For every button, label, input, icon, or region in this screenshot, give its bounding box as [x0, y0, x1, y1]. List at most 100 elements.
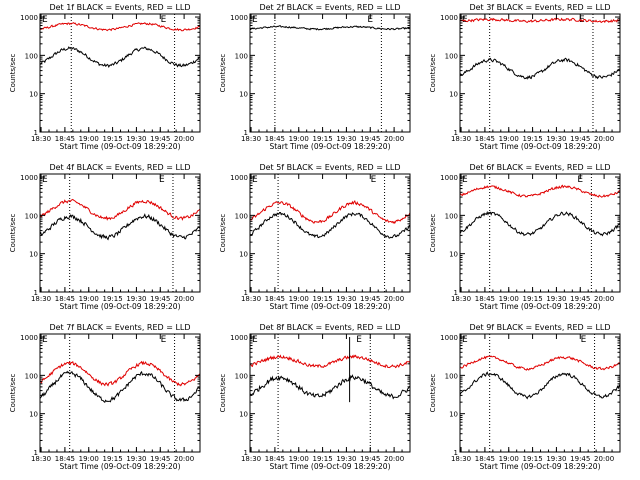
x-tick-label: 19:30 — [336, 295, 356, 303]
y-tick-label: 1 — [34, 289, 38, 297]
x-tick-label: 18:30 — [241, 135, 261, 143]
y-tick-label: 1 — [454, 129, 458, 137]
x-tick-label: 20:00 — [594, 135, 614, 143]
series-line-lld — [460, 184, 620, 198]
plot-frame — [39, 333, 201, 453]
x-tick-label: 18:45 — [265, 295, 285, 303]
y-tick-label: 10 — [29, 411, 38, 419]
panel-title: Det 3f BLACK = Events, RED = LLD — [469, 3, 610, 12]
y-axis-label: Counts/sec — [429, 374, 437, 413]
y-axis-label: Counts/sec — [429, 214, 437, 253]
x-tick-label: 19:15 — [102, 135, 122, 143]
x-tick-label: 19:00 — [289, 135, 309, 143]
y-tick-label: 100 — [445, 212, 458, 220]
y-tick-label: 10 — [239, 411, 248, 419]
y-tick-label: 100 — [235, 372, 248, 380]
x-tick-label: 18:30 — [241, 295, 261, 303]
x-tick-label: 19:00 — [499, 455, 519, 463]
series-line-events — [460, 371, 620, 400]
panel-title: Det 4f BLACK = Events, RED = LLD — [49, 163, 190, 172]
y-axis-label: Counts/sec — [219, 54, 227, 93]
plot-frame — [39, 173, 201, 293]
series-line-lld — [460, 355, 620, 371]
x-tick-label: 19:15 — [522, 135, 542, 143]
marker-e-left: E — [252, 15, 258, 25]
series-line-lld — [40, 198, 200, 221]
y-tick-label: 1 — [454, 449, 458, 457]
x-tick-label: 18:45 — [55, 135, 75, 143]
series-line-events — [460, 210, 620, 237]
x-tick-label: 19:00 — [499, 135, 519, 143]
x-tick-label: 18:30 — [31, 295, 51, 303]
x-tick-label: 18:45 — [265, 455, 285, 463]
x-tick-label: 20:00 — [384, 135, 404, 143]
y-tick-label: 100 — [235, 212, 248, 220]
x-tick-label: 20:00 — [174, 455, 194, 463]
plot-frame — [39, 13, 201, 133]
plot-frame — [459, 13, 621, 133]
y-tick-label: 1000 — [20, 174, 38, 182]
y-tick-label: 1000 — [20, 14, 38, 22]
y-tick-label: 1000 — [440, 334, 458, 342]
y-tick-label: 1 — [244, 289, 248, 297]
y-tick-label: 1000 — [20, 334, 38, 342]
series-line-events — [250, 374, 410, 400]
x-tick-label: 19:15 — [312, 295, 332, 303]
y-tick-label: 100 — [235, 52, 248, 60]
x-axis-label: Start Time (09-Oct-09 18:29:20) — [479, 462, 600, 471]
x-tick-label: 19:30 — [126, 135, 146, 143]
y-tick-label: 100 — [445, 52, 458, 60]
panel-title: Det 1f BLACK = Events, RED = LLD — [49, 3, 190, 12]
marker-e-right: E — [581, 335, 587, 345]
y-tick-label: 1 — [454, 289, 458, 297]
x-tick-label: 19:30 — [546, 455, 566, 463]
y-tick-label: 100 — [25, 372, 38, 380]
marker-e-left: E — [462, 175, 468, 185]
series-line-events — [250, 25, 410, 31]
y-tick-label: 100 — [25, 52, 38, 60]
y-tick-label: 10 — [239, 91, 248, 99]
x-tick-label: 19:45 — [360, 455, 380, 463]
x-tick-label: 19:30 — [126, 295, 146, 303]
x-axis-label: Start Time (09-Oct-09 18:29:20) — [59, 302, 180, 311]
x-axis-label: Start Time (09-Oct-09 18:29:20) — [59, 462, 180, 471]
y-axis-label: Counts/sec — [219, 214, 227, 253]
x-axis-label: Start Time (09-Oct-09 18:29:20) — [479, 142, 600, 151]
series-line-lld — [40, 360, 200, 387]
marker-e-right: E — [356, 335, 362, 345]
marker-e-right: E — [159, 175, 165, 185]
x-tick-label: 18:30 — [31, 135, 51, 143]
x-tick-label: 18:30 — [451, 135, 471, 143]
series-line-events — [460, 57, 620, 80]
panel-title: Det 9f BLACK = Events, RED = LLD — [469, 323, 610, 332]
x-tick-label: 20:00 — [594, 455, 614, 463]
x-tick-label: 20:00 — [174, 295, 194, 303]
x-tick-label: 19:15 — [312, 135, 332, 143]
x-tick-label: 18:45 — [475, 295, 495, 303]
x-tick-label: 20:00 — [384, 295, 404, 303]
series-line-events — [250, 212, 410, 239]
x-tick-label: 18:45 — [55, 295, 75, 303]
x-axis-label: Start Time (09-Oct-09 18:29:20) — [269, 142, 390, 151]
x-tick-label: 19:45 — [150, 135, 170, 143]
x-tick-label: 18:45 — [475, 455, 495, 463]
x-tick-label: 19:45 — [570, 455, 590, 463]
x-tick-label: 19:45 — [570, 135, 590, 143]
marker-e-right: E — [161, 15, 167, 25]
marker-e-left: E — [252, 335, 258, 345]
series-line-lld — [250, 354, 410, 369]
y-tick-label: 1000 — [230, 334, 248, 342]
x-tick-label: 19:15 — [102, 295, 122, 303]
x-tick-label: 19:45 — [150, 455, 170, 463]
y-tick-label: 1000 — [230, 14, 248, 22]
x-tick-label: 19:45 — [360, 295, 380, 303]
y-tick-label: 1 — [34, 449, 38, 457]
marker-e-left: E — [42, 175, 48, 185]
